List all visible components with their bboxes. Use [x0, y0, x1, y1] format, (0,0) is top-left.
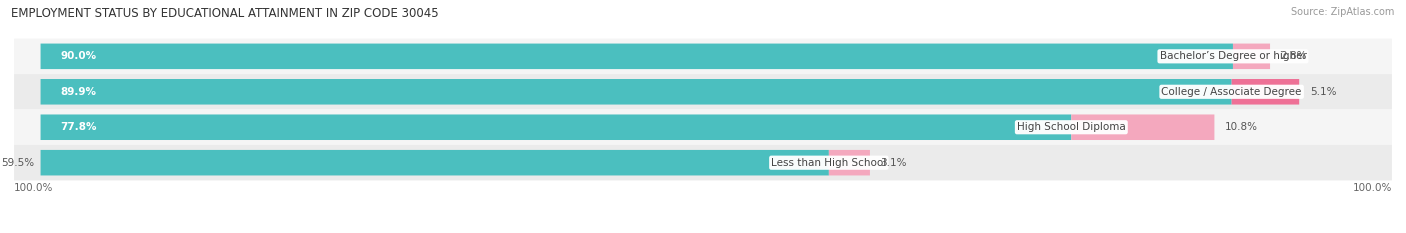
FancyBboxPatch shape	[830, 150, 870, 175]
Text: 3.1%: 3.1%	[880, 158, 907, 168]
Text: College / Associate Degree: College / Associate Degree	[1161, 87, 1302, 97]
Text: Less than High School: Less than High School	[772, 158, 887, 168]
Text: EMPLOYMENT STATUS BY EDUCATIONAL ATTAINMENT IN ZIP CODE 30045: EMPLOYMENT STATUS BY EDUCATIONAL ATTAINM…	[11, 7, 439, 20]
Text: 59.5%: 59.5%	[1, 158, 34, 168]
FancyBboxPatch shape	[41, 79, 1232, 105]
Text: Bachelor’s Degree or higher: Bachelor’s Degree or higher	[1160, 51, 1306, 61]
FancyBboxPatch shape	[41, 44, 1233, 69]
Text: 100.0%: 100.0%	[1353, 182, 1392, 192]
Text: 2.8%: 2.8%	[1281, 51, 1308, 61]
FancyBboxPatch shape	[14, 110, 1392, 145]
FancyBboxPatch shape	[41, 114, 1071, 140]
FancyBboxPatch shape	[41, 150, 830, 175]
Text: 5.1%: 5.1%	[1310, 87, 1336, 97]
Text: 10.8%: 10.8%	[1225, 122, 1258, 132]
Text: 90.0%: 90.0%	[60, 51, 97, 61]
FancyBboxPatch shape	[1232, 79, 1299, 105]
FancyBboxPatch shape	[14, 74, 1392, 110]
Text: High School Diploma: High School Diploma	[1017, 122, 1126, 132]
Text: 89.9%: 89.9%	[60, 87, 97, 97]
FancyBboxPatch shape	[1233, 44, 1270, 69]
Text: 77.8%: 77.8%	[60, 122, 97, 132]
FancyBboxPatch shape	[1071, 114, 1215, 140]
FancyBboxPatch shape	[14, 39, 1392, 74]
FancyBboxPatch shape	[14, 145, 1392, 180]
Text: 100.0%: 100.0%	[14, 182, 53, 192]
Text: Source: ZipAtlas.com: Source: ZipAtlas.com	[1291, 7, 1395, 17]
